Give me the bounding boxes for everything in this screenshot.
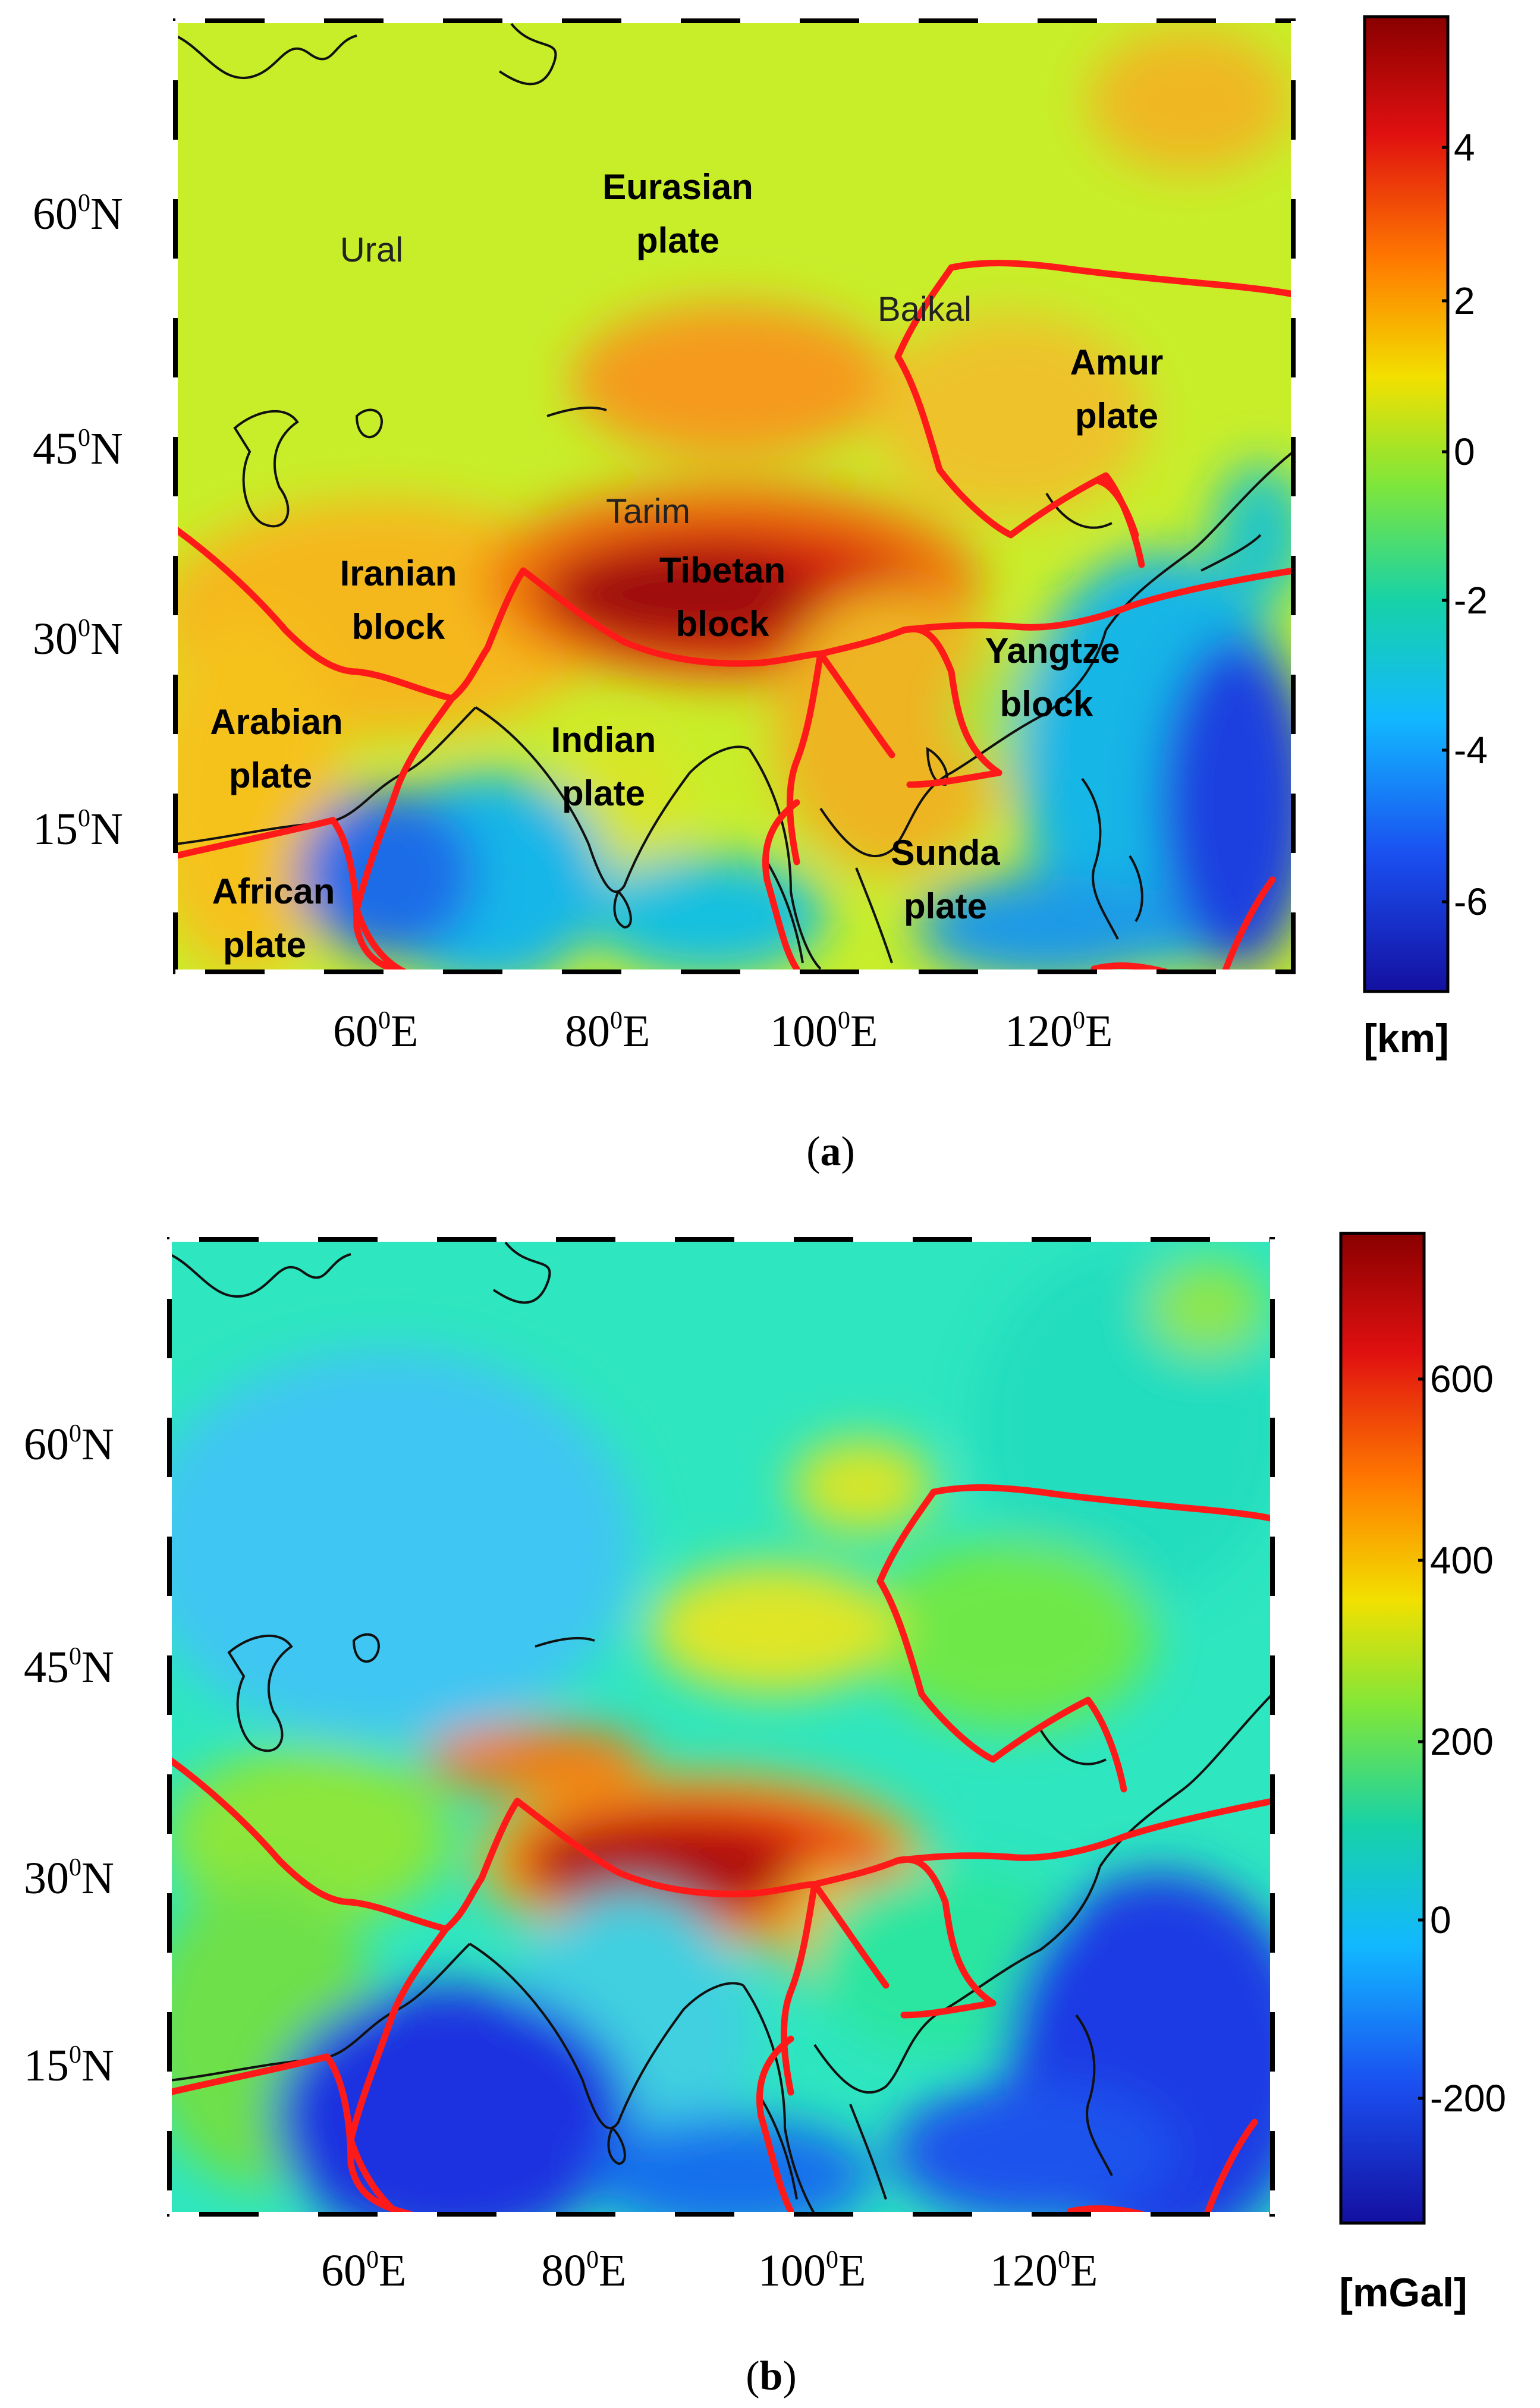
label-eurasian-line1: Eurasian	[602, 167, 753, 207]
panel-a-plate-labels: Eurasian plate Ural Baikal Amur plate Ta…	[210, 167, 1163, 965]
label-yangtze-line2: block	[1000, 684, 1093, 724]
lat-tick-30: 300N	[33, 614, 123, 664]
lat-tick-60: 600N	[24, 1419, 114, 1469]
colorbar-b-tick: 200	[1430, 1720, 1494, 1763]
panel-a-topography-map: 600N 450N 300N 150N 600E 800E 1000E 1200…	[33, 15, 1488, 1175]
caption-a: (a)	[806, 1129, 855, 1175]
panel-b-field	[169, 1239, 1272, 2214]
colorbar-b-unit: [mGal]	[1339, 2270, 1467, 2315]
caption-b: (b)	[746, 2353, 797, 2399]
lat-tick-60: 600N	[33, 189, 123, 239]
panel-b-gravity-map: 600N 450N 300N 150N 600E 800E 1000E 1200…	[24, 1232, 1506, 2399]
colorbar-a-tick: -4	[1454, 729, 1488, 772]
label-arabian-line1: Arabian	[210, 702, 342, 742]
panel-b-lat-ticks: 600N 450N 300N 150N	[24, 1419, 114, 2091]
label-amur-line1: Amur	[1070, 342, 1164, 382]
panel-b-colorbar: 600 400 200 0 -200 [mGal]	[1339, 1232, 1506, 2315]
lon-tick-100: 1000E	[770, 1006, 878, 1056]
panel-a-lat-ticks: 600N 450N 300N 150N	[33, 189, 123, 854]
label-baikal: Baikal	[878, 290, 972, 329]
label-iranian-line1: Iranian	[340, 553, 457, 593]
label-indian-line2: plate	[562, 773, 645, 813]
label-sunda-line2: plate	[904, 886, 987, 926]
label-tibetan-line2: block	[676, 604, 769, 644]
lat-tick-45: 450N	[24, 1642, 114, 1692]
label-african-line1: African	[212, 871, 335, 911]
label-african-line2: plate	[223, 925, 306, 965]
label-ural: Ural	[340, 231, 403, 269]
lat-tick-15: 150N	[24, 2041, 114, 2091]
colorbar-a-unit: [km]	[1363, 1016, 1449, 1061]
lon-tick-80: 800E	[541, 2246, 626, 2296]
label-iranian-line2: block	[352, 607, 445, 647]
colorbar-b-tick: -200	[1430, 2077, 1506, 2120]
label-indian-line1: Indian	[551, 720, 656, 760]
colorbar-a-tick: 2	[1454, 279, 1475, 322]
lon-tick-60: 600E	[333, 1006, 418, 1056]
lon-tick-120: 1200E	[1005, 1006, 1112, 1056]
label-arabian-line2: plate	[229, 756, 312, 795]
lon-tick-60: 600E	[321, 2246, 406, 2296]
colorbar-a-tick: -6	[1454, 880, 1488, 923]
colorbar-b-tick: 400	[1430, 1539, 1494, 1582]
lat-tick-15: 150N	[33, 804, 123, 854]
panel-a-colorbar: 4 2 0 -2 -4 -6 [km]	[1363, 15, 1488, 1061]
lon-tick-100: 1000E	[758, 2246, 866, 2296]
colorbar-b-tick: 0	[1430, 1899, 1451, 1941]
colorbar-b-tick: 600	[1430, 1358, 1494, 1400]
colorbar-a-tick: 0	[1454, 430, 1475, 473]
label-yangtze-line1: Yangtze	[985, 631, 1120, 671]
label-sunda-line1: Sunda	[891, 833, 1000, 873]
lat-tick-30: 300N	[24, 1853, 114, 1903]
colorbar-a-tick: 4	[1454, 126, 1475, 169]
label-tarim: Tarim	[606, 492, 690, 531]
colorbar-a-tick: -2	[1454, 579, 1488, 622]
lat-tick-45: 450N	[33, 424, 123, 474]
lon-tick-120: 1200E	[990, 2246, 1098, 2296]
label-eurasian-line2: plate	[636, 221, 719, 260]
lon-tick-80: 800E	[565, 1006, 650, 1056]
panel-a-lon-ticks: 600E 800E 1000E 1200E	[333, 1006, 1112, 1056]
panel-a-field	[175, 21, 1293, 972]
label-amur-line2: plate	[1075, 396, 1158, 436]
panel-b-lon-ticks: 600E 800E 1000E 1200E	[321, 2246, 1098, 2296]
label-tibetan-line1: Tibetan	[659, 550, 785, 590]
